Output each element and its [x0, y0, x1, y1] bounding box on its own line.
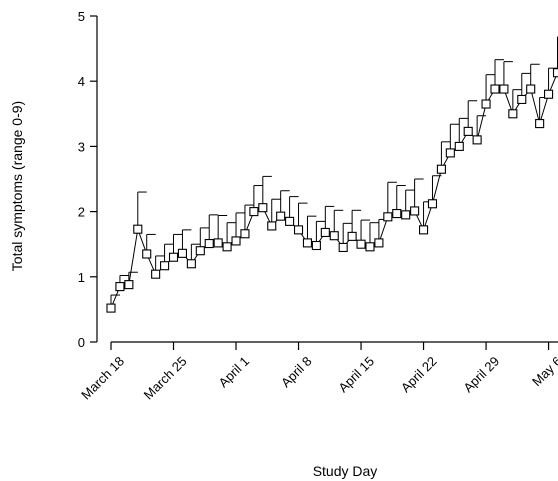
data-point [124, 280, 134, 290]
data-point [320, 227, 330, 238]
data-point [392, 209, 402, 219]
data-point [410, 206, 420, 216]
x-axis-title: Study Day [313, 463, 378, 479]
data-point [186, 259, 196, 269]
error-bar [244, 204, 254, 234]
error-bar [494, 59, 504, 90]
data-point [445, 148, 455, 158]
y-tick-label: 0 [78, 335, 85, 350]
x-tick-label: April 29 [460, 354, 502, 396]
y-tick-label: 4 [78, 74, 85, 89]
data-point [499, 84, 509, 94]
data-point [427, 199, 438, 209]
data-point [115, 282, 125, 292]
data-point [204, 238, 214, 249]
y-tick-label: 3 [78, 139, 85, 154]
y-tick-label: 1 [78, 270, 85, 285]
data-point [365, 242, 375, 252]
error-bar [467, 100, 478, 132]
x-tick-label: April 15 [335, 354, 377, 396]
data-point [463, 126, 473, 136]
data-point [231, 236, 241, 246]
data-point [222, 242, 232, 252]
data-point [293, 225, 304, 235]
data-point [142, 249, 152, 259]
data-point [151, 269, 161, 279]
x-tick-label: April 1 [215, 354, 252, 391]
error-bar [449, 123, 460, 153]
error-bar [387, 181, 397, 217]
data-point [454, 141, 464, 151]
error-bar [440, 141, 451, 170]
data-point [526, 84, 536, 94]
data-point [374, 238, 384, 248]
data-point [338, 242, 348, 253]
data-point [383, 212, 393, 222]
data-point [472, 135, 482, 145]
x-tick-label: April 8 [278, 354, 315, 391]
data-point [302, 238, 313, 248]
data-markers [106, 68, 558, 313]
data-point [552, 68, 558, 78]
data-point [356, 239, 366, 249]
error-bar [137, 191, 147, 230]
x-tick-label: May 6 [529, 354, 558, 390]
error-bar [208, 214, 219, 244]
data-point [106, 303, 116, 313]
data-point [436, 164, 446, 174]
data-point [160, 261, 170, 271]
data-point [168, 252, 179, 262]
x-tick-label: March 25 [141, 354, 190, 403]
data-point [177, 248, 187, 258]
data-point [544, 89, 554, 99]
error-bar [503, 61, 513, 90]
error-bar [235, 212, 246, 241]
error-bar [414, 178, 424, 211]
data-point [267, 221, 277, 231]
data-point [240, 229, 250, 239]
data-point [347, 231, 357, 241]
data-point [133, 224, 143, 234]
error-bar [217, 215, 228, 243]
data-point [490, 84, 500, 94]
data-point [481, 99, 491, 109]
y-tick-label: 5 [78, 9, 85, 24]
error-bar [458, 117, 469, 147]
data-point [508, 109, 518, 119]
error-bars [110, 36, 558, 309]
y-ticks: 0 1 2 3 4 5 [78, 9, 97, 350]
data-point [311, 240, 321, 251]
axes [96, 16, 558, 343]
y-tick-label: 2 [78, 205, 85, 220]
error-bar [485, 74, 496, 105]
data-point [535, 119, 545, 129]
data-point [276, 211, 286, 221]
data-point [401, 210, 411, 220]
error-bar [396, 185, 406, 214]
data-point [329, 231, 339, 241]
data-point [213, 238, 223, 248]
x-ticks: March 18 March 25 April 1 April 8 April 15 Ap… [78, 342, 558, 402]
data-point [418, 225, 429, 235]
data-point [195, 246, 205, 256]
data-point [258, 203, 268, 213]
x-tick-label: April 22 [398, 354, 440, 396]
data-point [517, 94, 527, 105]
data-point [285, 216, 295, 226]
x-tick-label: March 18 [78, 354, 127, 403]
error-bar [262, 175, 272, 208]
data-point [249, 207, 259, 217]
y-axis-title: Total symptoms (range 0-9) [9, 101, 25, 271]
